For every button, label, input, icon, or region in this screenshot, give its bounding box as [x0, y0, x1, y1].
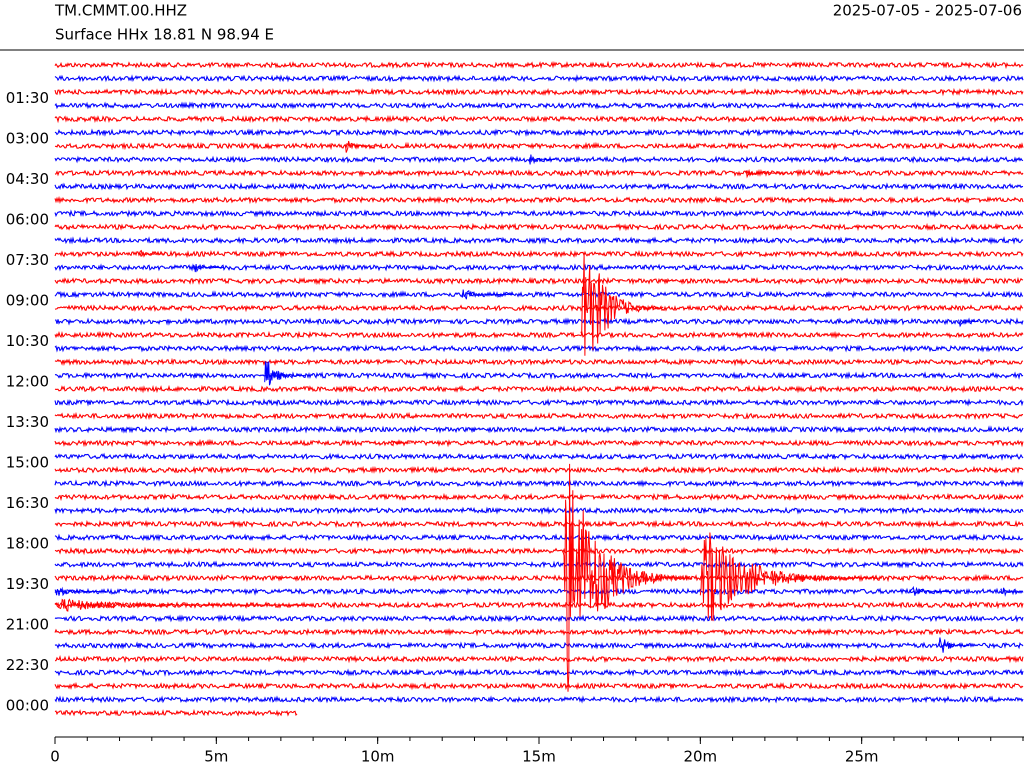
trace — [54, 384, 1024, 394]
event — [699, 532, 881, 622]
y-tick-label: 12:00 — [6, 373, 49, 391]
y-tick-label: 00:00 — [6, 697, 49, 715]
event — [938, 637, 970, 653]
y-tick-label: 19:30 — [6, 575, 49, 593]
trace — [54, 236, 1024, 245]
trace — [54, 317, 1024, 326]
trace — [54, 506, 1024, 515]
trace — [54, 344, 1023, 353]
trace — [54, 411, 1024, 421]
trace — [54, 654, 1024, 664]
y-tick-label: 18:00 — [6, 535, 49, 553]
trace — [54, 708, 298, 717]
trace — [54, 398, 1024, 407]
trace — [54, 182, 1024, 191]
trace — [54, 627, 1024, 637]
y-tick-label: 22:30 — [6, 656, 49, 674]
y-tick-label: 07:30 — [6, 251, 49, 269]
station-title: TM.CMMT.00.HHZ — [54, 2, 187, 20]
trace — [54, 195, 1024, 205]
trace — [54, 168, 1024, 178]
trace — [54, 290, 1024, 299]
y-tick-label: 15:00 — [6, 454, 49, 472]
trace — [54, 519, 1024, 529]
trace — [54, 452, 1024, 461]
event — [264, 361, 306, 386]
event — [1000, 587, 1023, 597]
event — [562, 463, 693, 692]
trace — [54, 114, 1024, 124]
trace — [54, 222, 1024, 232]
trace — [54, 357, 1024, 367]
event — [528, 154, 555, 165]
trace — [54, 74, 1024, 83]
event — [461, 289, 513, 300]
event — [138, 249, 165, 257]
event — [54, 586, 107, 597]
trace — [54, 465, 1024, 475]
y-tick-label: 21:00 — [6, 616, 49, 634]
y-tick-label: 06:00 — [6, 211, 49, 229]
trace — [54, 560, 1024, 569]
trace — [54, 425, 1024, 434]
event — [344, 140, 376, 153]
event — [909, 585, 952, 596]
event — [745, 170, 787, 179]
trace — [54, 303, 1024, 313]
event — [958, 319, 979, 328]
trace — [54, 60, 1024, 70]
trace — [54, 695, 1024, 704]
x-tick-label: 25m — [845, 748, 879, 766]
trace — [54, 681, 1024, 691]
x-tick-label: 20m — [683, 748, 717, 766]
trace — [54, 249, 1024, 259]
x-tick-label: 15m — [522, 748, 556, 766]
trace — [54, 573, 1024, 583]
trace — [54, 128, 1024, 137]
trace — [54, 155, 1024, 164]
trace — [54, 492, 1024, 502]
trace — [54, 641, 1024, 650]
y-tick-label: 03:00 — [6, 130, 49, 148]
trace — [54, 479, 1024, 488]
x-tick-label: 10m — [361, 748, 395, 766]
x-tick-label: 0 — [50, 748, 60, 766]
event — [580, 253, 664, 356]
trace — [54, 614, 1024, 623]
y-tick-label: 09:00 — [6, 292, 49, 310]
y-tick-label: 16:30 — [6, 494, 49, 512]
station-subtitle: Surface HHx 18.81 N 98.94 E — [55, 26, 274, 44]
y-tick-label: 10:30 — [6, 332, 49, 350]
trace — [54, 141, 1024, 151]
trace — [54, 209, 1024, 218]
trace — [54, 668, 1024, 677]
event — [390, 440, 411, 447]
trace — [54, 101, 1024, 110]
trace — [54, 371, 1024, 380]
trace — [54, 533, 1024, 542]
event — [193, 264, 225, 273]
trace — [54, 587, 1024, 596]
x-tick-label: 5m — [204, 748, 228, 766]
y-tick-label: 01:30 — [6, 89, 49, 107]
trace — [54, 87, 1024, 97]
trace — [54, 546, 1024, 556]
trace — [54, 438, 1024, 448]
trace — [54, 330, 1024, 340]
y-tick-label: 04:30 — [6, 170, 49, 188]
date-range: 2025-07-05 - 2025-07-06 — [833, 2, 1022, 20]
y-tick-label: 13:30 — [6, 413, 49, 431]
trace — [54, 276, 1024, 286]
event — [54, 598, 313, 612]
